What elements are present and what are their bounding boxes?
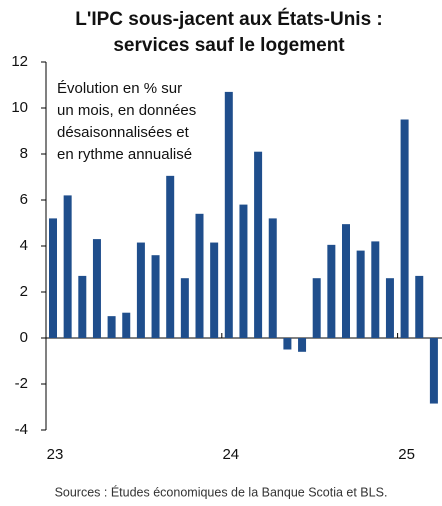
bar — [78, 275, 87, 338]
y-tick-label: 10 — [11, 99, 28, 116]
annotation: en rythme annualisé — [57, 146, 192, 163]
bar — [356, 250, 365, 338]
bar — [107, 316, 116, 338]
x-tick-label: 24 — [222, 446, 239, 463]
y-tick-label: 2 — [20, 283, 28, 300]
bar — [210, 242, 219, 338]
chart-title: services sauf le logement — [113, 35, 345, 56]
bar — [122, 312, 131, 338]
bar — [136, 242, 145, 338]
annotation: désaisonnalisées et — [57, 124, 190, 141]
bar — [180, 278, 189, 338]
bar — [268, 218, 277, 338]
bar — [254, 151, 263, 338]
x-tick-label: 23 — [47, 446, 64, 463]
bar — [224, 91, 233, 339]
bar — [63, 195, 72, 338]
x-tick-label: 25 — [398, 446, 415, 463]
y-tick-label: 12 — [11, 53, 28, 70]
bar — [151, 255, 160, 338]
bar — [92, 239, 101, 338]
y-tick-label: -2 — [15, 375, 28, 392]
bar — [166, 175, 175, 338]
bar — [298, 338, 307, 352]
bar — [283, 338, 292, 350]
bar — [385, 278, 394, 338]
bar — [327, 244, 336, 338]
bar — [239, 204, 248, 338]
bar — [400, 119, 409, 338]
bar — [371, 241, 380, 338]
y-tick-label: -4 — [15, 421, 28, 438]
annotation: un mois, en données — [57, 102, 196, 119]
y-tick-label: 4 — [20, 237, 28, 254]
bar — [195, 213, 204, 338]
bar — [49, 218, 57, 338]
bar — [429, 338, 438, 404]
bar — [312, 278, 321, 338]
y-tick-label: 0 — [20, 329, 28, 346]
bar — [342, 224, 350, 338]
y-tick-label: 6 — [20, 191, 28, 208]
source: Sources : Études économiques de la Banqu… — [55, 484, 388, 499]
bar — [415, 275, 424, 338]
annotation: Évolution en % sur — [57, 80, 182, 97]
y-tick-label: 8 — [20, 145, 28, 162]
chart-title: L'IPC sous-jacent aux États-Unis : — [75, 8, 383, 30]
